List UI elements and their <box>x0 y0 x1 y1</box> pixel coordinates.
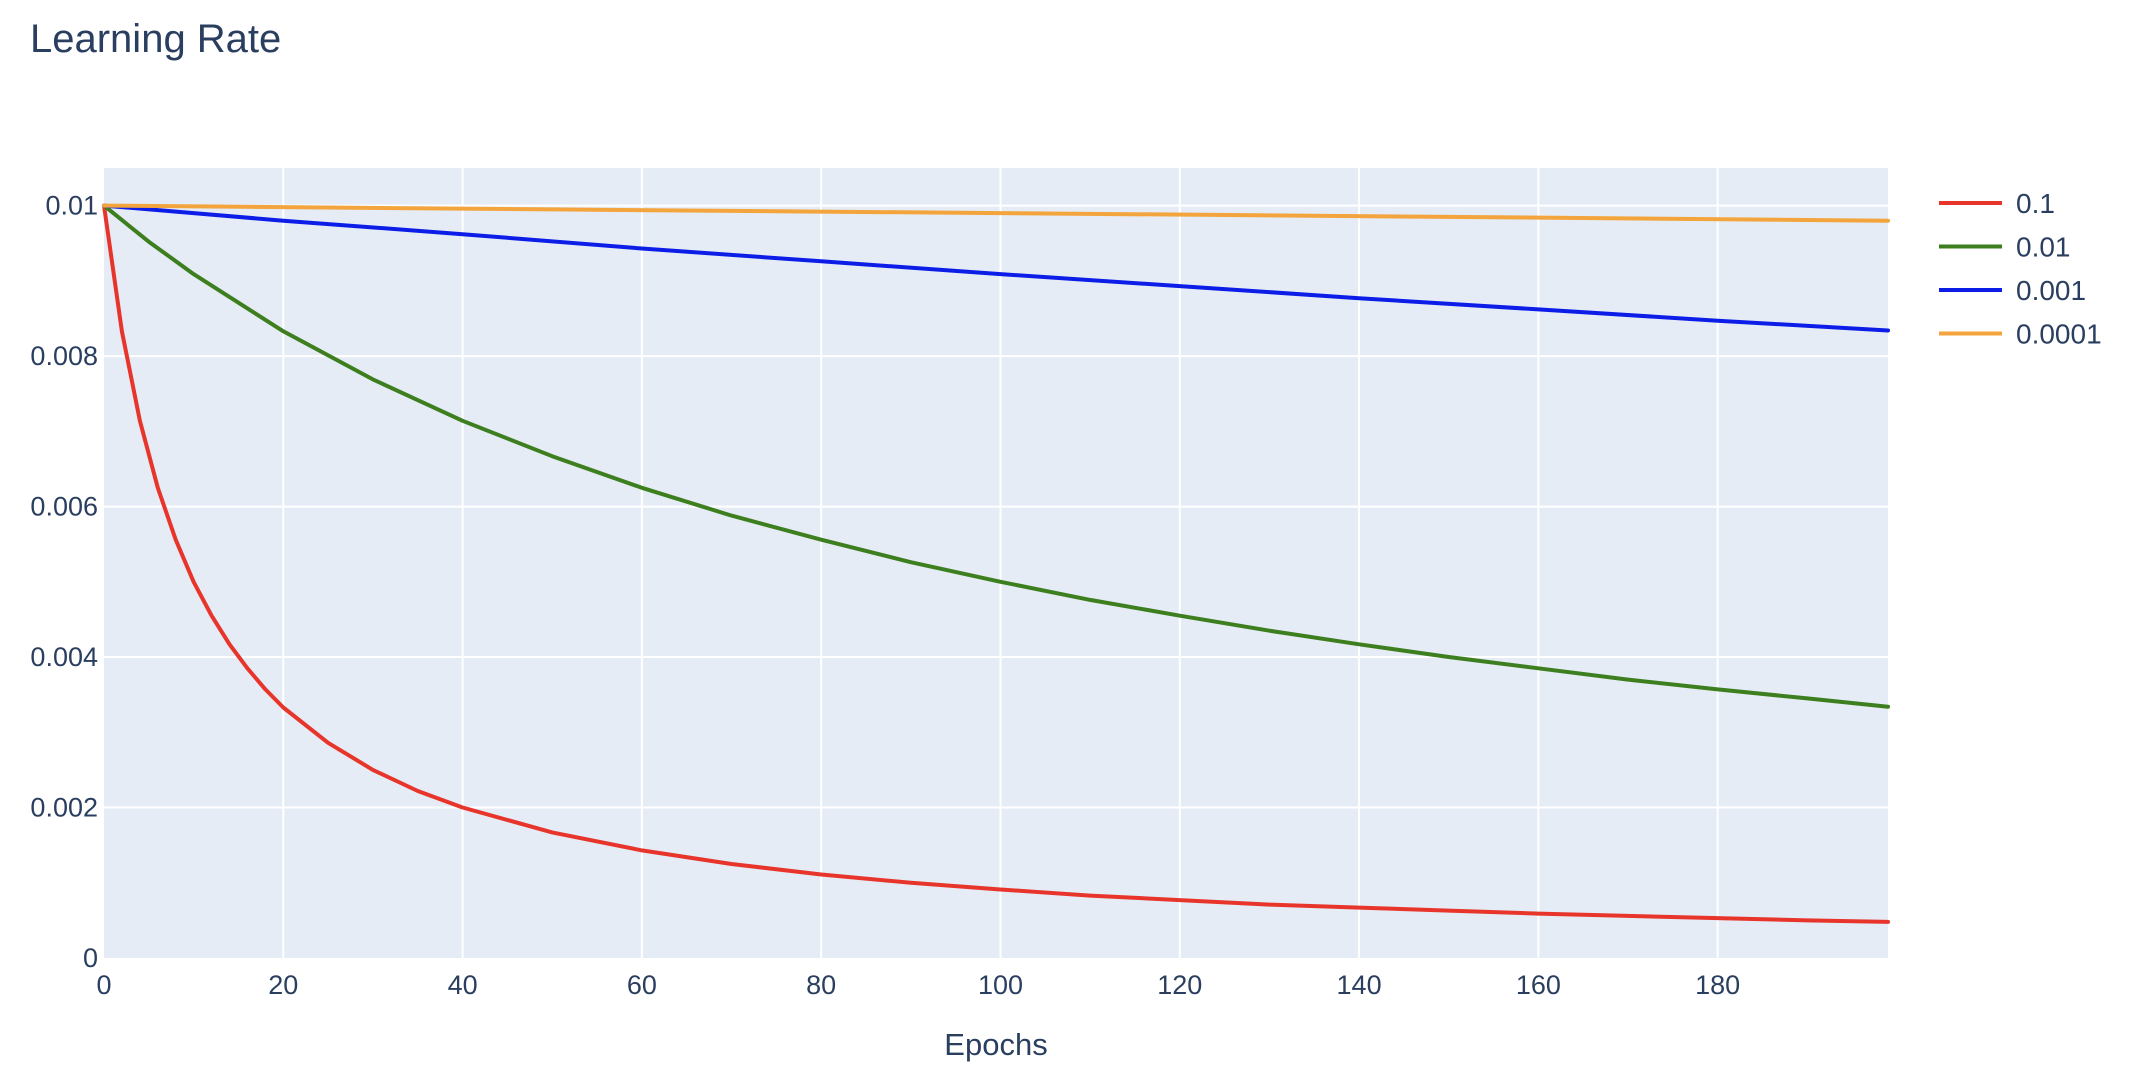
legend-label: 0.0001 <box>2016 319 2102 350</box>
y-tick-label: 0.008 <box>30 341 98 371</box>
series-line-0.01 <box>102 203 1890 709</box>
x-tick-label: 40 <box>448 970 478 1000</box>
x-tick-label: 120 <box>1157 970 1202 1000</box>
plot-area <box>104 168 1888 958</box>
legend-label: 0.001 <box>2016 275 2086 306</box>
legend[interactable]: 0.1 0.01 0.001 0.0001 <box>1939 188 2102 350</box>
x-axis-title: Epochs <box>944 1027 1047 1062</box>
y-tick-label: 0.01 <box>45 191 98 221</box>
x-tick-label: 100 <box>978 970 1023 1000</box>
y-tick-label: 0 <box>83 943 98 973</box>
series-lines <box>102 203 1890 924</box>
x-tick-label: 80 <box>806 970 836 1000</box>
legend-item-0.001[interactable]: 0.001 <box>1939 275 2086 306</box>
y-tick-label: 0.004 <box>30 642 98 672</box>
chart-title: Learning Rate <box>30 17 281 61</box>
y-tick-label: 0.006 <box>30 492 98 522</box>
series-line-0.0001 <box>102 203 1890 223</box>
x-tick-label: 180 <box>1695 970 1740 1000</box>
legend-item-0.01[interactable]: 0.01 <box>1939 232 2071 263</box>
x-tick-label: 160 <box>1516 970 1561 1000</box>
x-tick-label: 140 <box>1337 970 1382 1000</box>
series-line-0.1 <box>102 203 1890 924</box>
legend-item-0.1[interactable]: 0.1 <box>1939 188 2055 219</box>
y-tick-label: 0.002 <box>30 793 98 823</box>
legend-label: 0.1 <box>2016 188 2055 219</box>
grid-lines <box>104 168 1888 958</box>
tick-labels: 0 20 40 60 80 100 120 140 160 180 0 0.002 0.004 0.006… <box>30 191 1740 1000</box>
x-tick-label: 0 <box>96 970 111 1000</box>
series-line-0.001 <box>102 203 1890 333</box>
x-tick-label: 60 <box>627 970 657 1000</box>
legend-label: 0.01 <box>2016 232 2071 263</box>
legend-item-0.0001[interactable]: 0.0001 <box>1939 319 2102 350</box>
x-tick-label: 20 <box>268 970 298 1000</box>
